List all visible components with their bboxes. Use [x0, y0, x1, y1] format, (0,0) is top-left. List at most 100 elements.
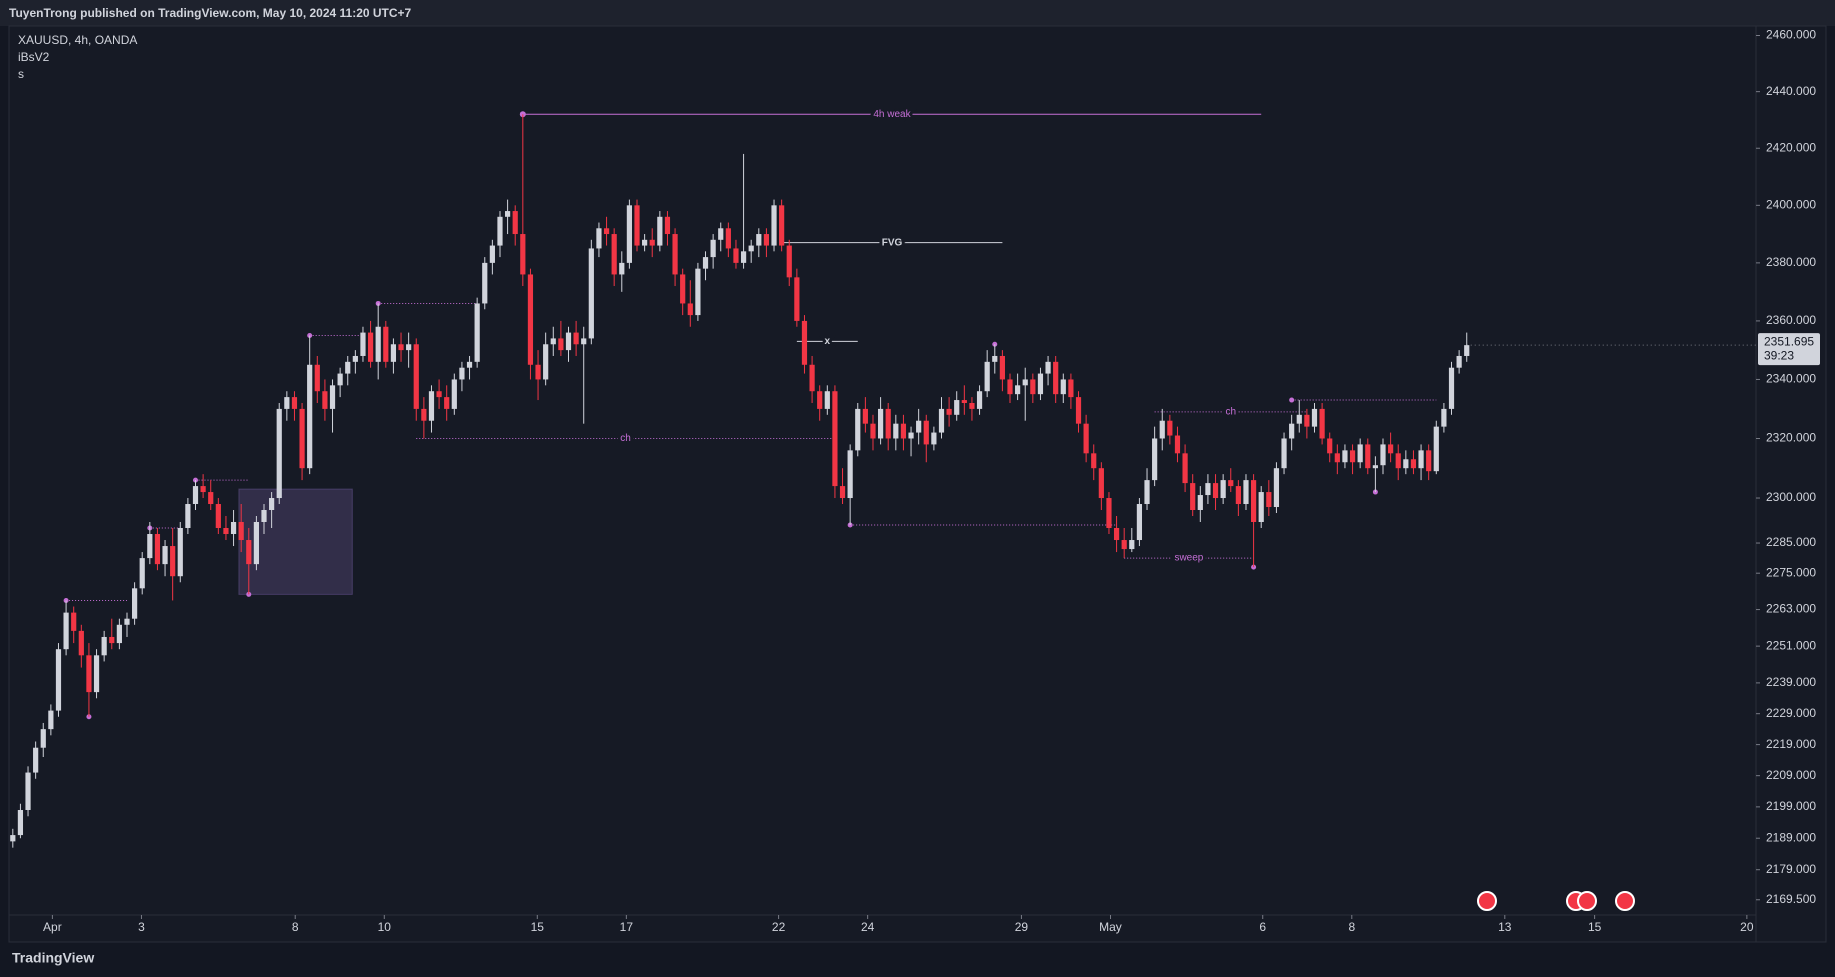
candle-body: [1266, 492, 1272, 508]
x-tick-label: 20: [1740, 920, 1754, 934]
candle-body: [1007, 379, 1013, 395]
candle-body: [1342, 450, 1348, 463]
candle-body: [1182, 453, 1188, 484]
candle-body: [55, 649, 62, 711]
candle-body: [596, 228, 602, 249]
candle-body: [299, 408, 305, 469]
symbol: XAUUSD, 4h, OANDA: [18, 33, 137, 47]
candle-body: [139, 558, 145, 589]
candle-body: [824, 391, 830, 409]
candle-body: [109, 636, 115, 644]
y-tick-label: 2360.000: [1766, 313, 1816, 327]
candle-body: [497, 216, 503, 246]
candle-body: [307, 364, 313, 469]
candle-body: [1426, 450, 1432, 472]
swing-point: [1289, 397, 1295, 403]
x-tick-label: 24: [861, 920, 875, 934]
candle-body: [1281, 438, 1287, 469]
event-icon[interactable]: [1615, 891, 1635, 911]
candle-body: [147, 534, 153, 559]
y-tick-label: 2275.000: [1766, 565, 1816, 579]
candle-body: [603, 228, 610, 235]
candle-body: [352, 355, 358, 362]
level-label: sweep: [1174, 553, 1203, 564]
x-tick-label: 29: [1015, 920, 1029, 934]
candle-body: [253, 521, 259, 565]
price-tag-countdown: 39:23: [1764, 348, 1794, 362]
candle-body: [162, 546, 168, 565]
candle-body: [1273, 468, 1280, 508]
y-tick-label: 2400.000: [1766, 197, 1816, 211]
price-tag: [1758, 333, 1820, 366]
y-tick-label: 2251.000: [1766, 638, 1816, 652]
level-label: 4h weak: [873, 109, 911, 120]
candle-body: [1106, 498, 1112, 528]
candle-body: [543, 344, 549, 380]
y-tick-label: 2285.000: [1766, 535, 1816, 549]
candle-body: [1037, 373, 1044, 395]
candle-body: [954, 400, 960, 415]
candle-body: [185, 504, 191, 528]
candle-body: [291, 397, 298, 409]
candle-body: [1060, 379, 1066, 395]
y-tick-label: 2460.000: [1766, 28, 1816, 42]
candle-body: [367, 332, 374, 362]
y-tick-label: 2239.000: [1766, 675, 1816, 689]
x-tick-label: 6: [1259, 920, 1266, 934]
candle-body: [459, 367, 465, 380]
y-tick-label: 2169.500: [1766, 892, 1816, 906]
publisher: TuyenTrong published on TradingView.com,…: [9, 6, 412, 20]
candle-body: [428, 391, 435, 421]
candle-body: [1129, 540, 1135, 550]
candle-body: [916, 420, 922, 433]
y-tick-label: 2420.000: [1766, 140, 1816, 154]
event-icons[interactable]: [1477, 891, 1635, 911]
y-tick-label: 2189.000: [1766, 830, 1816, 844]
candle-body: [786, 245, 792, 278]
candle-body: [710, 239, 716, 258]
candle-body: [474, 303, 480, 362]
level-label: FVG: [882, 237, 903, 248]
candle-body: [1365, 444, 1371, 469]
candle-body: [1022, 379, 1028, 386]
y-tick-label: 2199.000: [1766, 799, 1816, 813]
candle-body: [1068, 379, 1074, 398]
indicator: iBsV2: [18, 50, 50, 64]
candle-body: [877, 408, 884, 439]
candle-body: [269, 498, 275, 511]
candle-body: [946, 408, 952, 415]
candle-body: [1091, 453, 1097, 469]
candle-body: [893, 423, 899, 439]
candle-body: [208, 492, 214, 505]
x-tick-label: 17: [620, 920, 634, 934]
x-tick-label: 10: [378, 920, 392, 934]
candle-body: [680, 274, 686, 304]
candle-body: [740, 251, 747, 263]
candle-body: [406, 344, 412, 351]
y-tick-label: 2209.000: [1766, 768, 1816, 782]
event-icon[interactable]: [1477, 891, 1497, 911]
candle-body: [512, 211, 518, 235]
event-icon[interactable]: [1577, 891, 1597, 911]
candle-body: [1410, 459, 1417, 469]
candle-body: [132, 588, 138, 619]
candle-body: [581, 338, 587, 345]
candle-body: [1121, 540, 1127, 550]
x-tick-label: 8: [1348, 920, 1355, 934]
level-label: ch: [1225, 406, 1236, 417]
candle-body: [1380, 444, 1386, 466]
candle-body: [215, 504, 221, 528]
candle-body: [969, 403, 975, 409]
candle-body: [664, 216, 671, 235]
x-tick-label: 15: [1588, 920, 1602, 934]
candle-body: [573, 332, 579, 345]
candle-body: [40, 729, 46, 748]
candle-body: [436, 391, 442, 398]
candle-body: [1098, 468, 1104, 499]
candle-body: [466, 361, 473, 368]
candle-body: [1258, 492, 1264, 522]
candle-body: [550, 338, 556, 345]
candle-body: [1456, 355, 1462, 368]
candle-body: [1433, 426, 1439, 472]
